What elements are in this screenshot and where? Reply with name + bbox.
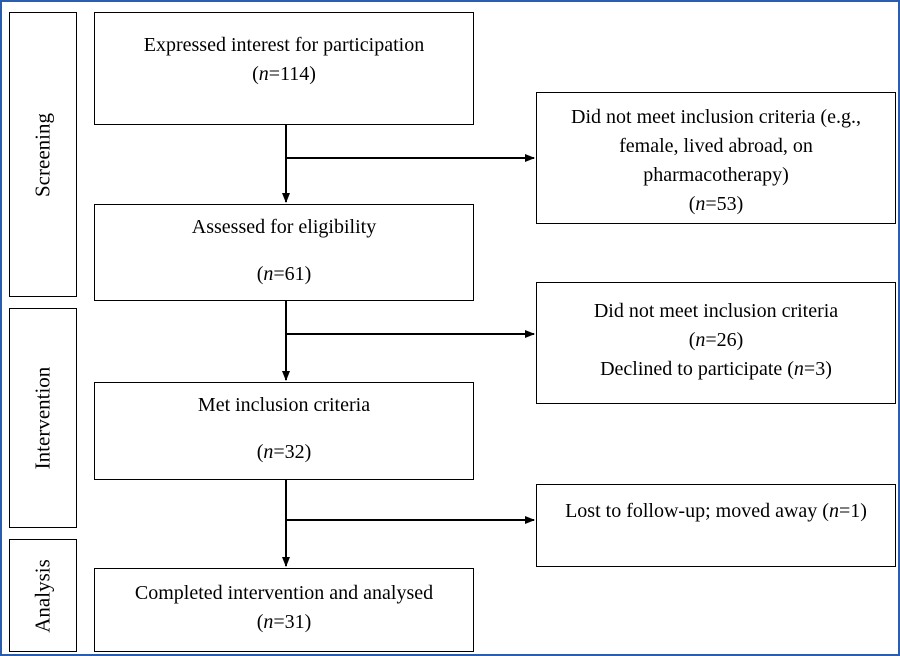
flow-diagram: Screening Intervention Analysis Expresse… bbox=[0, 0, 900, 656]
flow-arrows bbox=[2, 2, 898, 654]
